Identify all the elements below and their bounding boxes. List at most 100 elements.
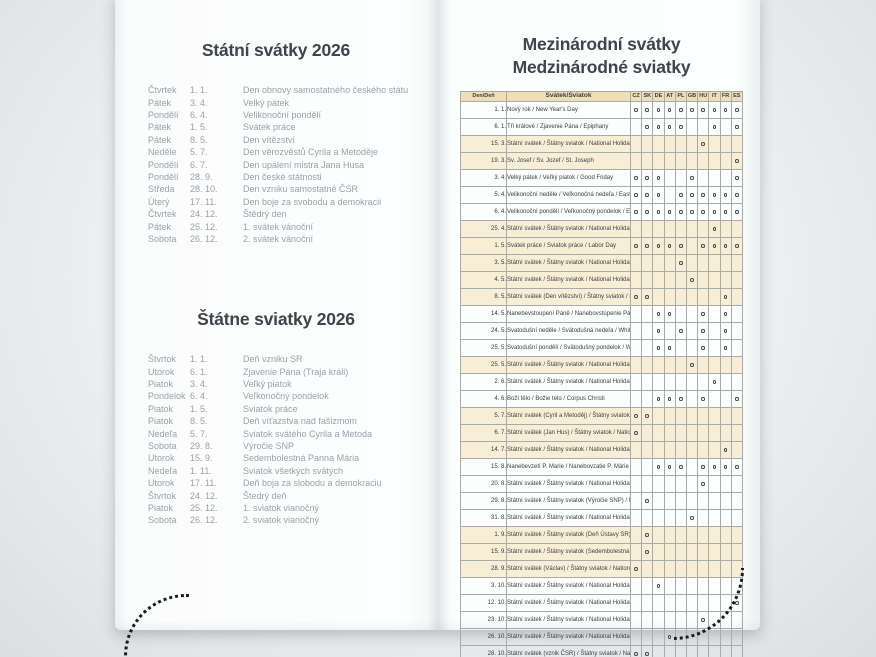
holiday-date-cell: 3. 4.: [460, 169, 507, 188]
holiday-dot-icon: [734, 193, 739, 197]
left-page: Státní svátky 2026 Čtvrtek 1. 1. Den obnov…: [115, 0, 437, 630]
holiday-date-cell: 1. 5.: [460, 237, 507, 256]
country-mark-cell-de: [652, 611, 665, 630]
holiday-name: Sviatok práce: [243, 403, 298, 414]
country-mark-cell-at: [663, 186, 676, 205]
country-mark-cell-sk: [641, 356, 654, 375]
country-mark-cell-cz: [629, 118, 643, 137]
holiday-name-cell: Velikonoční pondělí / Veľkonočný pondelo…: [506, 203, 631, 222]
holiday-table-row: 24. 5. Svatodušní neděle / Svätodušná ned…: [460, 322, 743, 341]
holiday-date-cell: 5. 4.: [460, 186, 507, 205]
holiday-dot-icon: [701, 142, 706, 146]
country-mark-cell-hu: [697, 475, 710, 494]
holiday-name: Velký pátek: [243, 97, 290, 108]
holiday-name: Štědrý den: [243, 209, 287, 220]
country-mark-cell-cz: [629, 577, 643, 596]
country-mark-cell-at: [663, 475, 676, 494]
holiday-dot-icon: [712, 244, 717, 248]
holiday-table-row: 23. 10. Státní svátek / Štátny sviatok / …: [460, 611, 743, 630]
country-mark-cell-es: [730, 526, 743, 545]
country-mark-cell-es: [730, 203, 743, 222]
country-mark-cell-cz: [629, 135, 643, 154]
country-mark-cell-sk: [641, 101, 654, 120]
holiday-dot-icon: [734, 108, 739, 112]
country-mark-cell-fr: [719, 254, 732, 273]
country-mark-cell-de: [652, 186, 665, 205]
country-mark-cell-gb: [685, 305, 699, 324]
czech-holiday-row: Pátek 3. 4. Velký pátek: [148, 96, 433, 108]
country-mark-cell-hu: [697, 492, 710, 511]
holiday-dot-icon: [734, 210, 739, 214]
holiday-table-row: 4. 6. Boží tělo / Božie telo / Corpus Chr…: [460, 390, 743, 409]
holiday-table-row: 14. 7. Státní svátek / Štátny sviatok / N…: [460, 441, 743, 460]
country-mark-cell-it: [708, 237, 721, 256]
day-name: Nedeľa: [148, 428, 178, 439]
holiday-dot-icon: [723, 329, 728, 333]
holiday-name-cell: Nový rok / New Year's Day: [506, 101, 631, 120]
country-mark-cell-at: [663, 390, 676, 409]
holiday-dot-icon: [656, 125, 661, 129]
country-mark-cell-it: [708, 628, 721, 647]
country-mark-cell-de: [652, 560, 665, 579]
country-mark-cell-es: [730, 560, 743, 579]
holiday-name: 1. sviatok vianočný: [243, 503, 320, 514]
holiday-table-row: 6. 1. Tři králové / Zjavenie Pána / Epiph…: [460, 118, 743, 137]
country-mark-cell-es: [730, 356, 743, 375]
country-mark-cell-hu: [697, 220, 710, 239]
holiday-name: 2. svátek vánoční: [243, 234, 314, 245]
slovak-holiday-row: Štvrtok 1. 1. Deň vzniku SR: [148, 353, 433, 365]
holiday-dot-icon: [634, 176, 638, 180]
holiday-name: Zjavenie Pána (Traja králi): [243, 366, 349, 377]
country-mark-cell-pl: [674, 118, 687, 137]
country-mark-cell-sk: [641, 458, 654, 477]
day-name: Pátek: [148, 134, 172, 145]
holiday-table-row: 25. 5. Svatodušní pondělí / Svätodušný po…: [460, 339, 743, 358]
country-mark-cell-at: [663, 271, 676, 290]
holiday-date-cell: 28. 10.: [460, 645, 507, 657]
country-mark-cell-pl: [674, 271, 687, 290]
date: 25. 12.: [190, 221, 218, 232]
country-mark-cell-gb: [685, 186, 699, 205]
holiday-name-cell: Státní svátek / Štátny sviatok / Nationa…: [506, 356, 631, 375]
holiday-dot-icon: [667, 346, 672, 350]
country-mark-cell-de: [652, 577, 665, 596]
country-mark-cell-fr: [719, 186, 732, 205]
holiday-dot-icon: [656, 210, 661, 214]
holiday-dot-icon: [667, 465, 672, 469]
country-mark-cell-gb: [685, 237, 699, 256]
country-mark-cell-cz: [629, 509, 643, 528]
holiday-name-cell: Svatodušní neděle / Svätodušná nedeľa / …: [506, 322, 631, 341]
holiday-name: Deň boja za slobodu a demokraciu: [243, 478, 382, 489]
country-mark-cell-es: [730, 577, 743, 596]
holiday-dot-icon: [656, 465, 661, 469]
country-mark-cell-it: [708, 135, 721, 154]
country-mark-cell-hu: [697, 101, 710, 120]
country-mark-cell-gb: [685, 509, 699, 528]
holiday-date-cell: 15. 8.: [460, 458, 507, 477]
country-mark-cell-de: [652, 509, 665, 528]
holiday-column-header: Svátek/Sviatok: [506, 90, 631, 103]
country-mark-cell-hu: [697, 152, 710, 171]
country-mark-cell-sk: [641, 407, 654, 426]
country-mark-cell-gb: [685, 577, 699, 596]
country-mark-cell-de: [652, 254, 665, 273]
country-mark-cell-es: [730, 390, 743, 409]
holiday-dot-icon: [679, 329, 683, 333]
holiday-dot-icon: [701, 244, 706, 248]
country-column-header-es: ES: [730, 90, 743, 103]
czech-holiday-row: Pondělí 28. 9. Den české státnosti: [148, 171, 433, 183]
country-mark-cell-at: [663, 169, 676, 188]
country-mark-cell-pl: [674, 254, 687, 273]
holiday-dot-icon: [634, 431, 638, 435]
holiday-dot-icon: [734, 601, 739, 605]
country-mark-cell-sk: [641, 322, 654, 341]
country-mark-cell-gb: [685, 560, 699, 579]
day-name: Pondělí: [148, 110, 179, 121]
holiday-dot-icon: [667, 210, 672, 214]
country-mark-cell-es: [730, 305, 743, 324]
holiday-name-cell: Státní svátek / Štátny sviatok / Nationa…: [506, 509, 631, 528]
country-mark-cell-at: [663, 118, 676, 137]
country-mark-cell-at: [663, 441, 676, 460]
czech-holiday-row: Čtvrtek 1. 1. Den obnovy samostatného česk…: [148, 84, 433, 96]
day-name: Pondělí: [148, 172, 179, 183]
